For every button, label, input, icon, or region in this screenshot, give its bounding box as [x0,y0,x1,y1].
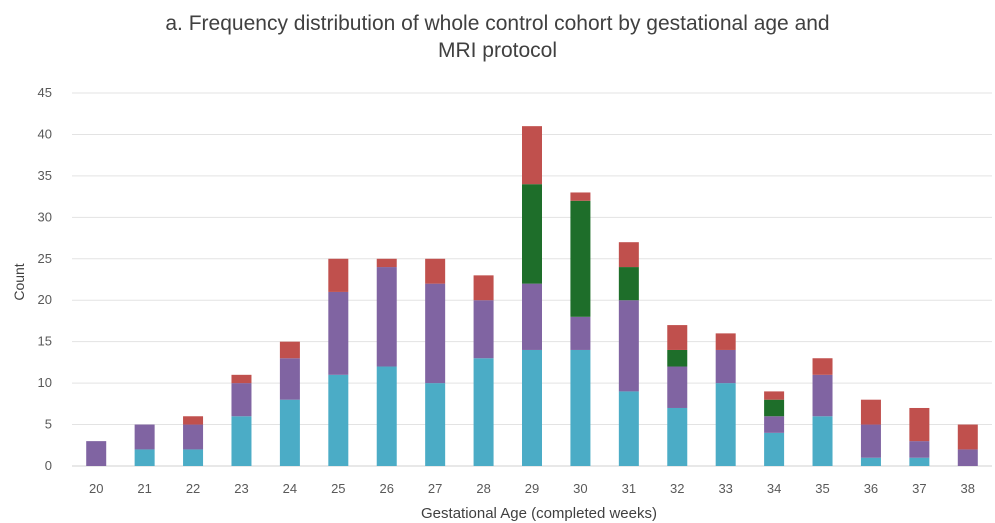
bar-segment [328,258,349,292]
bar-segment [764,391,785,400]
bar-segment [764,399,785,417]
x-tick-label: 29 [525,481,539,496]
x-tick-label: 28 [476,481,490,496]
y-tick-label: 15 [38,334,52,349]
bar-segment [376,267,397,367]
bar-segment [183,424,204,450]
bar-segment [667,366,688,408]
bar-segment [667,349,688,367]
x-tick-label: 27 [428,481,442,496]
bar-segment [134,449,155,466]
bar-segment [812,358,833,375]
x-tick-label: 22 [186,481,200,496]
bar-segment [570,192,591,201]
bar-segment [522,283,542,350]
bar-segment [231,383,252,417]
x-axis-label: Gestational Age (completed weeks) [421,505,657,522]
bar-segment [376,258,397,268]
x-tick-label: 30 [573,481,587,496]
x-tick-label: 32 [670,481,684,496]
bar-segment [86,441,107,466]
x-tick-label: 23 [234,481,248,496]
bar-segment [715,333,736,350]
bar-segment [618,300,639,392]
chart-title-line-1: a. Frequency distribution of whole contr… [165,12,830,35]
bar-segment [134,424,155,450]
bar-segment [328,374,349,466]
bar-segment [425,283,446,384]
y-tick-label: 10 [38,375,52,390]
x-tick-label: 24 [283,481,297,496]
bar-segment [473,300,494,359]
x-tick-label: 34 [767,481,781,496]
bar-segment [812,416,833,466]
x-tick-label: 37 [912,481,926,496]
bar-segment [909,441,930,458]
bar-segment [279,341,300,359]
bar-segment [376,366,397,466]
bar-segment [570,316,591,350]
y-tick-label: 35 [38,168,52,183]
x-tick-label: 35 [815,481,829,496]
bar-segment [957,424,978,450]
bar-segment [860,399,881,425]
bar-segment [957,449,978,466]
x-tick-label: 38 [961,481,975,496]
bar-segment [183,416,204,425]
bar-segment [473,275,494,301]
bar-segment [618,267,639,301]
bar-segment [909,457,930,466]
chart-title-line-2: MRI protocol [437,39,558,62]
bar-segment [764,416,785,433]
y-tick-label: 5 [45,417,52,432]
bar-segment [522,349,542,466]
bar-segment [618,242,639,268]
x-tick-label: 33 [718,481,732,496]
y-tick-label: 25 [38,251,52,266]
bar-segment [715,383,736,466]
bar-segment [231,374,252,384]
y-tick-label: 40 [38,126,52,141]
y-tick-label: 0 [45,458,52,473]
y-tick-label: 20 [38,292,52,307]
bar-segment [473,358,494,466]
bar-segment [860,424,881,458]
x-axis-ticks: 20 21 22 23 24 25 26 27 28 29 30 31 32 33 34 35 36 37 38 [89,481,975,496]
bars [86,126,978,466]
bar-segment [667,407,688,466]
y-axis-label: Count [11,263,27,300]
bar-segment [618,391,639,466]
chart-title: a. Frequency distribution of whole contr… [0,10,995,64]
bar-segment [425,258,446,284]
x-tick-label: 25 [331,481,345,496]
x-tick-label: 20 [89,481,103,496]
bar-segment [425,383,446,466]
bar-segment [667,325,688,350]
bar-segment [522,184,542,284]
bar-segment [764,432,785,466]
bar-segment [812,374,833,417]
y-axis-ticks: 0 5 10 15 20 25 30 35 40 45 [38,85,52,473]
bar-segment [715,349,736,384]
x-tick-label: 31 [622,481,636,496]
y-tick-label: 45 [38,85,52,100]
bar-segment [570,349,591,466]
bar-segment [909,407,930,442]
bar-segment [279,399,300,466]
bar-segment [522,126,542,185]
x-tick-label: 26 [380,481,394,496]
y-tick-label: 30 [38,209,52,224]
bar-segment [183,449,204,466]
bar-segment [231,416,252,466]
x-tick-label: 36 [864,481,878,496]
bar-segment [570,200,591,317]
bar-segment [279,358,300,400]
bar-segment [860,457,881,466]
bar-segment [328,291,349,375]
x-tick-label: 21 [137,481,151,496]
